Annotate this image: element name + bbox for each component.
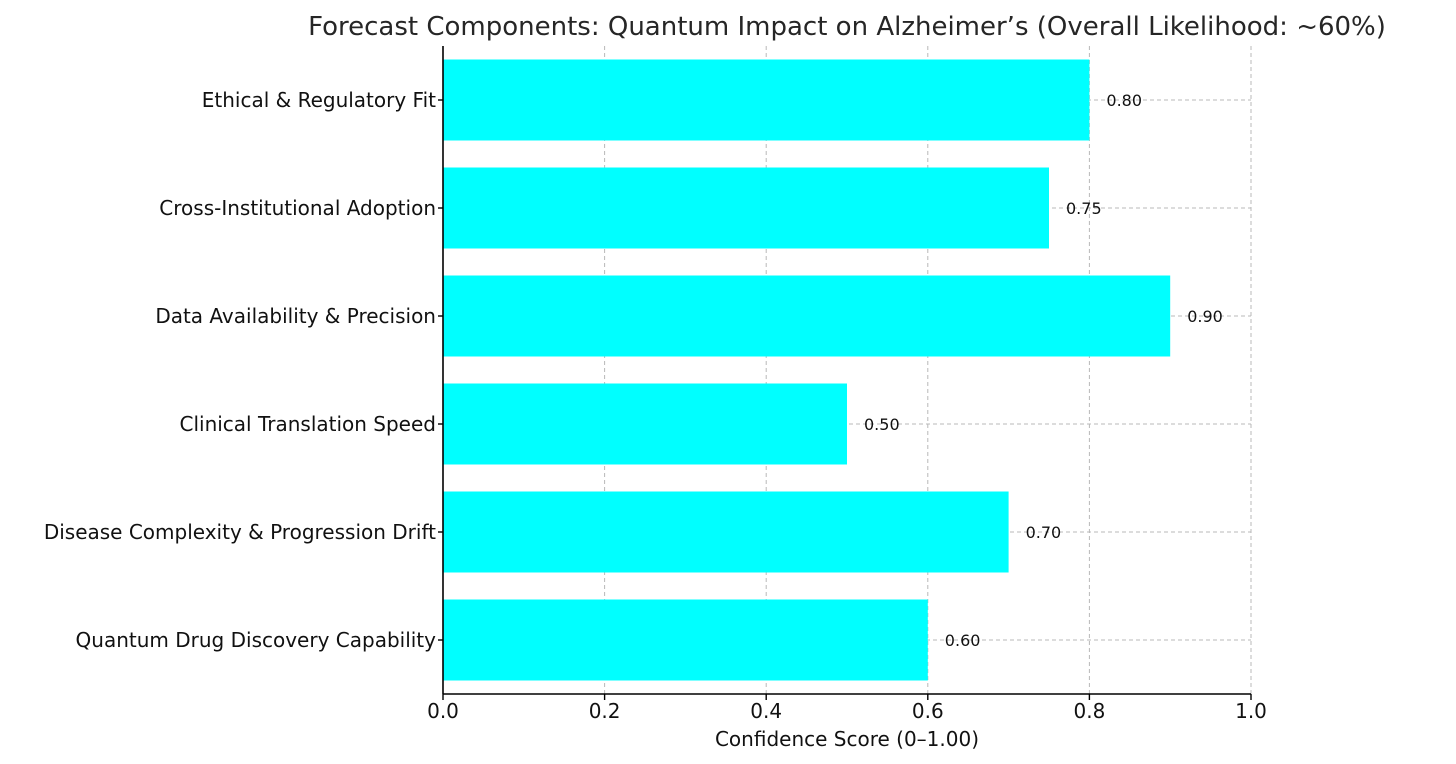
x-axis-label: Confidence Score (0–1.00): [715, 727, 979, 751]
grid: [443, 46, 1251, 694]
category-label: Quantum Drug Discovery Capability: [76, 628, 437, 652]
bar: [443, 168, 1049, 249]
category-label: Clinical Translation Speed: [179, 412, 436, 436]
bars: [443, 60, 1170, 681]
x-tick-label: 1.0: [1235, 699, 1267, 723]
bar: [443, 384, 847, 465]
category-label: Cross-Institutional Adoption: [159, 196, 436, 220]
bar: [443, 276, 1170, 357]
x-tick-label: 0.6: [912, 699, 944, 723]
bar: [443, 60, 1089, 141]
bar: [443, 492, 1009, 573]
x-tick-label: 0.2: [589, 699, 621, 723]
category-label: Data Availability & Precision: [155, 304, 436, 328]
category-label: Disease Complexity & Progression Drift: [44, 520, 436, 544]
x-tick-labels: 0.0 0.2 0.4 0.6 0.8 1.0: [427, 699, 1267, 723]
x-tick-label: 0.0: [427, 699, 459, 723]
bar-value-label: 0.80: [1106, 91, 1142, 110]
bar-value-label: 0.75: [1066, 199, 1102, 218]
bar: [443, 600, 928, 681]
bar-value-label: 0.50: [864, 415, 900, 434]
chart-title: Forecast Components: Quantum Impact on A…: [308, 12, 1386, 42]
category-label: Ethical & Regulatory Fit: [202, 88, 436, 112]
category-labels: Quantum Drug Discovery Capability Disease…: [44, 88, 436, 652]
x-tick-label: 0.8: [1073, 699, 1105, 723]
bar-value-label: 0.90: [1187, 307, 1223, 326]
x-tick-label: 0.4: [750, 699, 782, 723]
bar-value-label: 0.60: [945, 631, 981, 650]
bar-value-label: 0.70: [1026, 523, 1062, 542]
